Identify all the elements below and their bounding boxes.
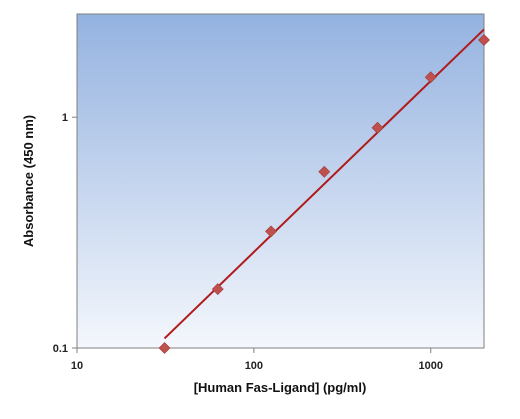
data-point-marker [211, 283, 224, 296]
data-point-marker [424, 71, 437, 84]
y-tick-label: 1 [62, 112, 68, 124]
data-point-marker [158, 342, 171, 354]
x-axis-ticks: 10 100 1000 [71, 348, 443, 372]
plot-area [76, 13, 485, 349]
x-tick-label: 1000 [419, 360, 443, 372]
y-axis-ticks: 0.11 [53, 112, 77, 355]
x-tick-label: 10 [71, 360, 83, 372]
data-point-marker [318, 165, 331, 178]
data-point-marker [478, 34, 490, 46]
data-point-layer [158, 34, 490, 354]
x-axis-title: [Human Fas-Ligand] (pg/ml) [194, 380, 367, 395]
y-tick-label: 0.1 [53, 343, 68, 355]
x-tick-label: 100 [245, 360, 263, 372]
data-point-marker [265, 225, 277, 238]
y-axis-title: Absorbance (450 nm) [21, 115, 36, 247]
data-point-marker [371, 121, 384, 134]
